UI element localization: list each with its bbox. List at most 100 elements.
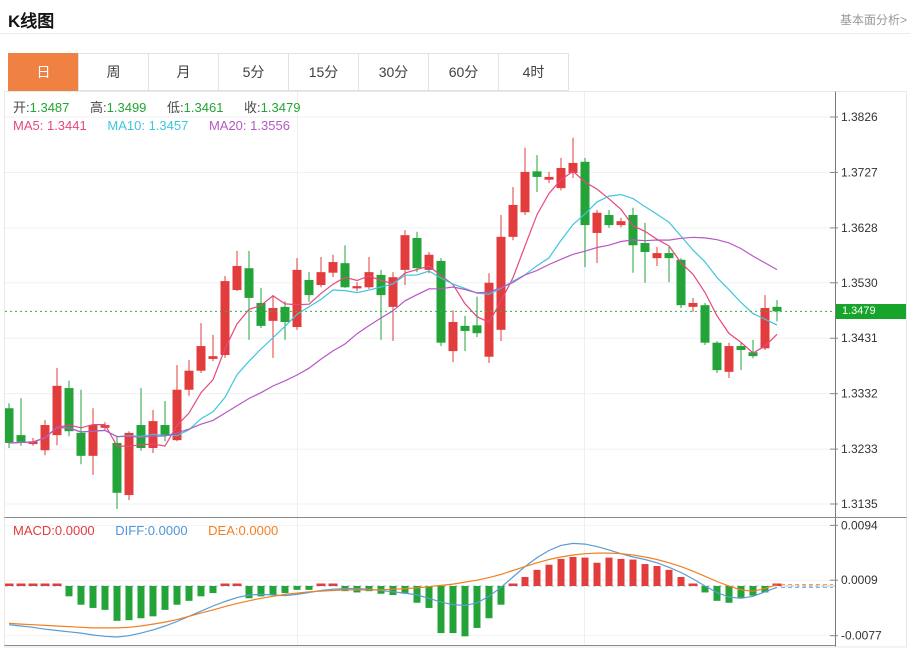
macd-bar <box>545 564 553 586</box>
candle-body <box>220 281 230 356</box>
macd-bar <box>281 586 289 594</box>
macd-bar <box>725 586 733 603</box>
candlestick <box>172 365 182 442</box>
axis-tick-label: -0.0077 <box>841 629 882 643</box>
macd-bar <box>508 583 518 586</box>
candle-body <box>484 282 494 357</box>
tab-5[interactable]: 30分 <box>358 53 429 91</box>
macd-bar <box>688 583 698 586</box>
macd-bar <box>365 586 373 592</box>
macd-histogram <box>4 556 782 637</box>
macd-bar <box>569 556 577 586</box>
macd-bar <box>137 586 145 619</box>
macd-bar <box>653 565 661 586</box>
fundamental-analysis-link[interactable]: 基本面分析> <box>839 13 907 27</box>
diff-line <box>8 542 778 638</box>
macd-bar <box>305 586 313 590</box>
candle-body <box>316 272 326 286</box>
axis-tick-label: 1.3628 <box>841 221 878 235</box>
candle-body <box>64 388 74 432</box>
candle-body <box>28 441 38 445</box>
tab-6[interactable]: 60分 <box>428 53 499 91</box>
macd-bar <box>209 586 217 594</box>
macd-bar <box>437 586 445 634</box>
macd-bar <box>40 583 50 586</box>
tab-7[interactable]: 4时 <box>498 53 569 91</box>
macd-bar <box>413 586 421 603</box>
candle-body <box>652 253 662 259</box>
candle-body <box>448 321 458 352</box>
macd-bar <box>485 586 493 619</box>
candle-body <box>292 269 302 328</box>
candlestick <box>616 217 626 228</box>
candlestick <box>4 403 14 448</box>
macd-bar <box>197 586 205 597</box>
candle-body <box>376 274 386 296</box>
macd-bar <box>425 586 433 608</box>
y-axis-labels: 1.3826 1.3727 1.3628 1.3530 1.3431 1.3332 1.32… <box>830 110 882 643</box>
macd-bar <box>293 586 301 590</box>
candlestick <box>688 297 698 312</box>
candle-body <box>280 306 290 322</box>
candlestick <box>52 367 62 446</box>
macd-bar <box>220 583 230 586</box>
macd-bar <box>257 586 265 597</box>
tab-3[interactable]: 5分 <box>218 53 289 91</box>
candlestick <box>436 258 446 347</box>
macd-bar <box>533 569 541 586</box>
macd-bar <box>245 586 253 599</box>
candle-body <box>736 346 746 350</box>
candlestick <box>604 209 614 228</box>
candlestick <box>148 409 158 454</box>
axis-tick-label: 0.0094 <box>841 518 878 532</box>
macd-bar <box>149 586 157 617</box>
macd-bar <box>665 569 673 586</box>
candlestick <box>256 287 266 329</box>
macd-bar <box>605 557 613 586</box>
macd-bar <box>89 586 97 608</box>
candlestick <box>748 339 758 359</box>
candlestick <box>484 273 494 363</box>
candlestick <box>112 435 122 510</box>
gridlines <box>5 92 835 645</box>
macd-bar <box>125 586 133 621</box>
interval-tabs: 日周月 5分 15分 30分 60分 4时 <box>8 53 569 91</box>
low-value: 低:1.3461 <box>167 100 224 115</box>
candlestick <box>664 246 674 283</box>
macd-bar <box>389 586 397 596</box>
tab-1[interactable]: 周 <box>78 53 149 91</box>
macd-bar <box>16 583 26 586</box>
candle-body <box>76 432 86 456</box>
macd-bar <box>701 586 709 593</box>
macd-bar <box>581 557 589 586</box>
candle-body <box>508 204 518 237</box>
ma10-value: MA10: 1.3457 <box>107 118 189 133</box>
macd-bar <box>185 586 193 601</box>
ma5-value: MA5: 1.3441 <box>13 118 87 133</box>
candlestick <box>184 360 194 396</box>
macd-bar <box>77 586 85 605</box>
macd-bar <box>737 586 745 598</box>
axis-tick-label: 1.3826 <box>841 110 878 124</box>
candlestick <box>700 302 710 345</box>
candle-body <box>724 346 734 372</box>
candle-body <box>208 356 218 359</box>
macd-bar <box>173 586 181 605</box>
axis-tick-label: 0.0009 <box>841 573 878 587</box>
macd-bar <box>113 586 121 621</box>
candlestick <box>16 398 26 446</box>
tab-2[interactable]: 月 <box>148 53 219 91</box>
candle-body <box>664 253 674 259</box>
ma20-line <box>8 236 778 444</box>
candlestick <box>652 246 662 266</box>
macd-bar <box>473 586 481 628</box>
candle-body <box>640 243 650 252</box>
candle-body <box>520 171 530 213</box>
tab-4[interactable]: 15分 <box>288 53 359 91</box>
page-title: K线图 <box>8 12 55 31</box>
tab-0-active[interactable]: 日 <box>8 53 79 91</box>
candle-body <box>628 215 638 246</box>
candlestick <box>88 408 98 475</box>
diff-value: DIFF:0.0000 <box>115 523 188 538</box>
macd-bar <box>557 558 565 586</box>
